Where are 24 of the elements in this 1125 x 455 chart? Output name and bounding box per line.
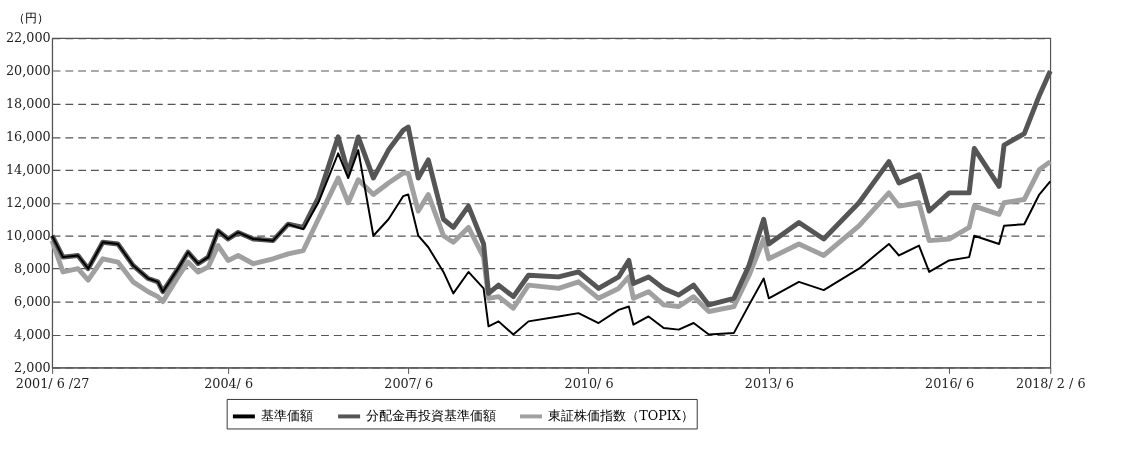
- legend-label: 東証株価指数（TOPIX）: [548, 408, 694, 424]
- y-tick-label: 2,000: [14, 359, 51, 375]
- y-tick-label: 14,000: [5, 162, 51, 178]
- y-tick-label: 8,000: [14, 261, 51, 277]
- y-tick-label: 10,000: [5, 228, 51, 244]
- x-tick-label: 2016/ 6: [925, 375, 975, 391]
- y-tick-label: 4,000: [14, 326, 51, 342]
- y-axis-title: （円）: [12, 10, 49, 25]
- x-tick-label: 2010/ 6: [564, 375, 614, 391]
- x-tick-label: 2004/ 6: [204, 375, 254, 391]
- line-series: [49, 159, 1053, 314]
- y-tick-label: 6,000: [14, 294, 51, 310]
- x-tick-label: 2007/ 6: [384, 375, 434, 391]
- y-tick-label: 20,000: [5, 63, 51, 79]
- legend-label: 基準価額: [261, 408, 314, 424]
- line-series: [51, 149, 1052, 336]
- x-tick-label: 2001/ 6 /27: [15, 375, 90, 391]
- x-tick-label: 2018/ 2 / 6: [1016, 375, 1086, 391]
- legend-label: 分配金再投資基準価額: [366, 408, 497, 424]
- y-tick-label: 22,000: [5, 30, 51, 46]
- y-tick-label: 18,000: [5, 96, 51, 112]
- y-tick-label: 16,000: [5, 129, 51, 145]
- x-tick-label: 2013/ 6: [744, 375, 794, 391]
- y-tick-label: 12,000: [5, 195, 51, 211]
